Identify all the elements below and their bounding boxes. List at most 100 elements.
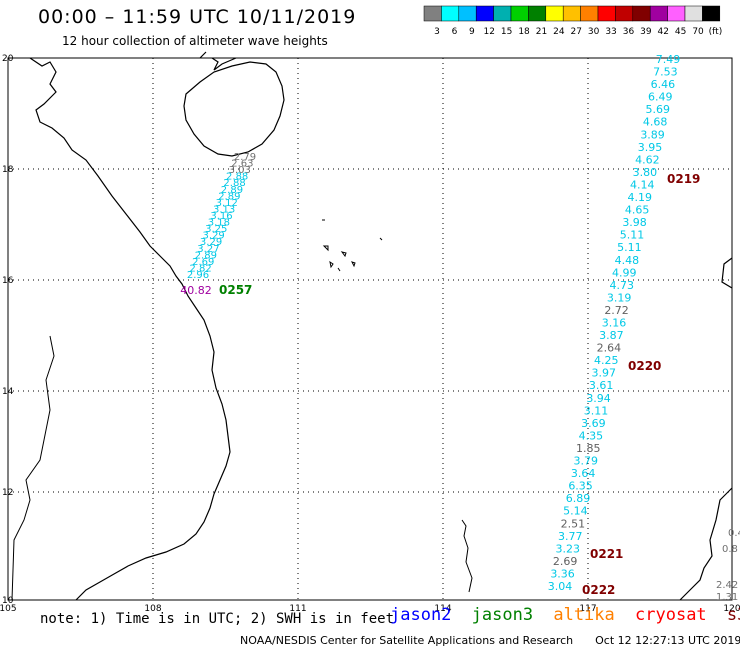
track-left-value: 3.13 <box>213 204 235 215</box>
track-right-value: 6.49 <box>648 91 673 104</box>
track-right-value: 7.53 <box>653 66 678 79</box>
color-swatch-16 <box>702 5 721 22</box>
track-right-value: 4.35 <box>579 429 604 442</box>
track-right-value: 3.23 <box>555 542 580 555</box>
track-left-value: 3.25 <box>205 224 227 235</box>
color-scale-label: 45 <box>675 27 686 37</box>
track-right-value: 7.49 <box>656 53 681 66</box>
track-left-value: 2.63 <box>231 159 253 170</box>
track-right-value: 4.62 <box>635 153 660 166</box>
color-scale-label: (ft) <box>709 27 723 37</box>
footer: NOAA/NESDIS Center for Satellite Applica… <box>240 634 740 647</box>
track-right-value: 3.94 <box>586 392 611 405</box>
map-gridlines <box>8 58 732 600</box>
track-right-value: 4.73 <box>609 279 634 292</box>
footer-timestamp: Oct 12 12:27:13 UTC 2019 <box>595 634 740 647</box>
edge-value: 1.31 <box>716 592 738 603</box>
track-right-value: 6.89 <box>566 492 591 505</box>
track-right-value: 5.11 <box>620 229 645 242</box>
color-scale-label: 21 <box>536 27 547 37</box>
track-left-value: 3.18 <box>208 218 230 229</box>
map-frame <box>7 57 733 601</box>
leizhou-peninsula <box>199 51 237 71</box>
track-right-value: 4.68 <box>643 116 668 129</box>
track-right-value: 3.89 <box>640 128 665 141</box>
footer-agency: NOAA/NESDIS Center for Satellite Applica… <box>240 634 574 647</box>
track-right-value: 2.51 <box>561 517 586 530</box>
y-tick-label: 12 <box>2 488 13 498</box>
x-tick-label: 108 <box>144 604 161 614</box>
color-scale-label: 70 <box>692 27 704 37</box>
track-right-value: 3.16 <box>602 317 627 330</box>
paracel-islands <box>322 219 383 272</box>
legend-cryosat: cryosat <box>635 605 707 625</box>
track-right-value: 4.99 <box>612 266 637 279</box>
track-right-value: 3.19 <box>607 291 632 304</box>
x-tick-label: 120 <box>723 604 740 614</box>
track-right-value: 3.87 <box>599 329 624 342</box>
track-right-value: 3.79 <box>573 455 598 468</box>
y-tick-label: 10 <box>2 596 14 606</box>
track-right-value: 3.64 <box>571 467 596 480</box>
track-right-value: 3.97 <box>591 367 616 380</box>
pass-time-label: 0219 <box>667 172 700 186</box>
track-left-value: 2.82 <box>189 263 211 274</box>
legend-jason3: jason3 <box>471 605 534 625</box>
map-title: 00:00 – 11:59 UTC 10/11/2019 <box>38 6 357 28</box>
track-right-value: 3.77 <box>558 530 583 543</box>
map-note: note: 1) Time is in UTC; 2) SWH is in fe… <box>40 611 395 627</box>
y-tick-label: 18 <box>2 165 14 175</box>
small-island-left <box>461 519 473 593</box>
philippines-coast <box>721 257 733 289</box>
legend-altika: altika <box>553 605 615 625</box>
track-right-value: 4.65 <box>625 204 650 217</box>
track-right-value: 1.85 <box>576 442 601 455</box>
track-right-value: 3.98 <box>622 216 647 229</box>
pass-time-label: 0221 <box>590 547 623 561</box>
philippines-coast-south <box>679 487 733 601</box>
legend-s3a: s3a <box>726 605 740 625</box>
track-right-value: 5.69 <box>645 103 670 116</box>
track-left-value: 3.29 <box>200 237 222 248</box>
track-left-value: 2.79 <box>234 152 256 163</box>
track-right-value: 4.14 <box>630 178 655 191</box>
track-right-value: 3.80 <box>633 166 658 179</box>
track-left-value: 2.89 <box>218 191 240 202</box>
color-scale-label: 27 <box>571 27 582 37</box>
track-left-value: 3.03 <box>229 165 251 176</box>
track-left-value: 2.89 <box>195 250 217 261</box>
track-right-value: 3.69 <box>581 417 606 430</box>
pass-time-label: 0257 <box>219 283 252 297</box>
color-scale-label: 36 <box>623 27 635 37</box>
land-border <box>11 335 55 601</box>
track-right-value: 6.46 <box>651 78 676 91</box>
track-left-value: 2.69 <box>192 257 214 268</box>
track-left-value: 3.12 <box>216 198 238 209</box>
track-right-value: 2.69 <box>553 555 578 568</box>
color-scale-label: 18 <box>518 27 530 37</box>
track-right-value: 4.19 <box>627 191 652 204</box>
pass-time-label: 0220 <box>628 359 661 373</box>
color-scale-label: 42 <box>658 27 669 37</box>
track-right-value: 2.72 <box>604 304 629 317</box>
track-right-value: 2.64 <box>597 342 622 355</box>
color-scale-label: 24 <box>553 27 565 37</box>
track-right-value: 5.11 <box>617 241 642 254</box>
track-right-value: 6.35 <box>568 480 593 493</box>
y-tick-label: 16 <box>2 276 14 286</box>
color-scale-label: 33 <box>605 27 616 37</box>
x-tick-label: 105 <box>0 604 17 614</box>
x-tick-label: 114 <box>434 604 451 614</box>
color-scale-label: 12 <box>484 27 495 37</box>
satellite-legend: jason2 jason3 altika cryosat s3a <box>390 605 740 625</box>
track-right-value: 5.14 <box>563 505 588 518</box>
vietnam-coastline <box>29 57 231 601</box>
map-subtitle: 12 hour collection of altimeter wave hei… <box>62 34 328 48</box>
track-left-value: 3.29 <box>203 231 225 242</box>
legend-jason2: jason2 <box>390 605 452 625</box>
track-left-value: 2.88 <box>226 172 248 183</box>
track-left-value: 3.27 <box>197 244 219 255</box>
track-right-value: 4.48 <box>615 254 640 267</box>
